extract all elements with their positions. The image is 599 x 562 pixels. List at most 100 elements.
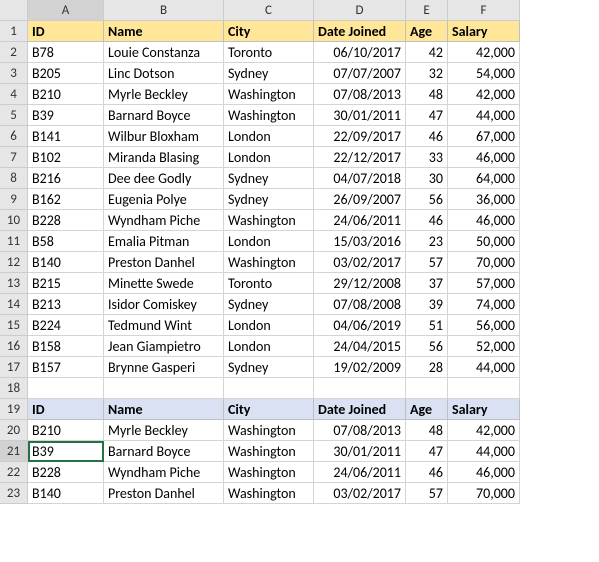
- cell-B11[interactable]: Emalia Pitman: [104, 231, 224, 252]
- row-header-18[interactable]: 18: [0, 378, 28, 399]
- cell-D21[interactable]: 30/01/2011: [314, 441, 406, 462]
- cell-D5[interactable]: 30/01/2011: [314, 105, 406, 126]
- row-header-5[interactable]: 5: [0, 105, 28, 126]
- cell-D8[interactable]: 04/07/2018: [314, 168, 406, 189]
- cell-D15[interactable]: 04/06/2019: [314, 315, 406, 336]
- cell-F15[interactable]: 56,000: [448, 315, 520, 336]
- cell-D10[interactable]: 24/06/2011: [314, 210, 406, 231]
- cell-E10[interactable]: 46: [406, 210, 448, 231]
- cell-D12[interactable]: 03/02/2017: [314, 252, 406, 273]
- cell-F11[interactable]: 50,000: [448, 231, 520, 252]
- cell-D18[interactable]: [314, 378, 406, 399]
- cell-A17[interactable]: B157: [28, 357, 104, 378]
- cell-A21[interactable]: B39: [28, 441, 104, 462]
- cell-E19[interactable]: Age: [406, 399, 448, 420]
- row-header-21[interactable]: 21: [0, 441, 28, 462]
- column-header-D[interactable]: D: [314, 0, 406, 21]
- cell-E6[interactable]: 46: [406, 126, 448, 147]
- cell-A20[interactable]: B210: [28, 420, 104, 441]
- cell-B19[interactable]: Name: [104, 399, 224, 420]
- cell-C4[interactable]: Washington: [224, 84, 314, 105]
- cell-B14[interactable]: Isidor Comiskey: [104, 294, 224, 315]
- cell-C15[interactable]: London: [224, 315, 314, 336]
- cell-C18[interactable]: [224, 378, 314, 399]
- cell-A22[interactable]: B228: [28, 462, 104, 483]
- cell-D4[interactable]: 07/08/2013: [314, 84, 406, 105]
- cell-F8[interactable]: 64,000: [448, 168, 520, 189]
- row-header-19[interactable]: 19: [0, 399, 28, 420]
- cell-B9[interactable]: Eugenia Polye: [104, 189, 224, 210]
- cell-E8[interactable]: 30: [406, 168, 448, 189]
- cell-A12[interactable]: B140: [28, 252, 104, 273]
- cell-D9[interactable]: 26/09/2007: [314, 189, 406, 210]
- cell-E3[interactable]: 32: [406, 63, 448, 84]
- cell-F23[interactable]: 70,000: [448, 483, 520, 504]
- cell-D14[interactable]: 07/08/2008: [314, 294, 406, 315]
- select-all-corner[interactable]: [0, 0, 28, 21]
- cell-C9[interactable]: Sydney: [224, 189, 314, 210]
- cell-B2[interactable]: Louie Constanza: [104, 42, 224, 63]
- cell-E13[interactable]: 37: [406, 273, 448, 294]
- row-header-22[interactable]: 22: [0, 462, 28, 483]
- column-header-E[interactable]: E: [406, 0, 448, 21]
- cell-E15[interactable]: 51: [406, 315, 448, 336]
- cell-A15[interactable]: B224: [28, 315, 104, 336]
- cell-C1[interactable]: City: [224, 21, 314, 42]
- cell-D13[interactable]: 29/12/2008: [314, 273, 406, 294]
- cell-B3[interactable]: Linc Dotson: [104, 63, 224, 84]
- cell-B8[interactable]: Dee dee Godly: [104, 168, 224, 189]
- cell-A23[interactable]: B140: [28, 483, 104, 504]
- row-header-6[interactable]: 6: [0, 126, 28, 147]
- cell-A4[interactable]: B210: [28, 84, 104, 105]
- row-header-16[interactable]: 16: [0, 336, 28, 357]
- cell-D19[interactable]: Date Joined: [314, 399, 406, 420]
- cell-F17[interactable]: 44,000: [448, 357, 520, 378]
- cell-B17[interactable]: Brynne Gasperi: [104, 357, 224, 378]
- cell-C7[interactable]: London: [224, 147, 314, 168]
- row-header-3[interactable]: 3: [0, 63, 28, 84]
- row-header-23[interactable]: 23: [0, 483, 28, 504]
- cell-B5[interactable]: Barnard Boyce: [104, 105, 224, 126]
- row-header-13[interactable]: 13: [0, 273, 28, 294]
- cell-F22[interactable]: 46,000: [448, 462, 520, 483]
- cell-F9[interactable]: 36,000: [448, 189, 520, 210]
- cell-E4[interactable]: 48: [406, 84, 448, 105]
- cell-A13[interactable]: B215: [28, 273, 104, 294]
- row-header-7[interactable]: 7: [0, 147, 28, 168]
- cell-A2[interactable]: B78: [28, 42, 104, 63]
- cell-E21[interactable]: 47: [406, 441, 448, 462]
- cell-C12[interactable]: Washington: [224, 252, 314, 273]
- cell-A7[interactable]: B102: [28, 147, 104, 168]
- cell-A14[interactable]: B213: [28, 294, 104, 315]
- cell-C13[interactable]: Toronto: [224, 273, 314, 294]
- cell-D16[interactable]: 24/04/2015: [314, 336, 406, 357]
- cell-D22[interactable]: 24/06/2011: [314, 462, 406, 483]
- cell-A5[interactable]: B39: [28, 105, 104, 126]
- cell-E22[interactable]: 46: [406, 462, 448, 483]
- cell-F12[interactable]: 70,000: [448, 252, 520, 273]
- cell-E20[interactable]: 48: [406, 420, 448, 441]
- cell-B21[interactable]: Barnard Boyce: [104, 441, 224, 462]
- cell-C21[interactable]: Washington: [224, 441, 314, 462]
- cell-E18[interactable]: [406, 378, 448, 399]
- row-header-10[interactable]: 10: [0, 210, 28, 231]
- cell-B10[interactable]: Wyndham Piche: [104, 210, 224, 231]
- cell-B12[interactable]: Preston Danhel: [104, 252, 224, 273]
- cell-E9[interactable]: 56: [406, 189, 448, 210]
- cell-C14[interactable]: Sydney: [224, 294, 314, 315]
- cell-D1[interactable]: Date Joined: [314, 21, 406, 42]
- cell-D11[interactable]: 15/03/2016: [314, 231, 406, 252]
- cell-D6[interactable]: 22/09/2017: [314, 126, 406, 147]
- cell-B7[interactable]: Miranda Blasing: [104, 147, 224, 168]
- cell-C11[interactable]: London: [224, 231, 314, 252]
- cell-E12[interactable]: 57: [406, 252, 448, 273]
- cell-D20[interactable]: 07/08/2013: [314, 420, 406, 441]
- cell-D17[interactable]: 19/02/2009: [314, 357, 406, 378]
- row-header-12[interactable]: 12: [0, 252, 28, 273]
- cell-A6[interactable]: B141: [28, 126, 104, 147]
- cell-F4[interactable]: 42,000: [448, 84, 520, 105]
- row-header-2[interactable]: 2: [0, 42, 28, 63]
- cell-F10[interactable]: 46,000: [448, 210, 520, 231]
- row-header-15[interactable]: 15: [0, 315, 28, 336]
- cell-E11[interactable]: 23: [406, 231, 448, 252]
